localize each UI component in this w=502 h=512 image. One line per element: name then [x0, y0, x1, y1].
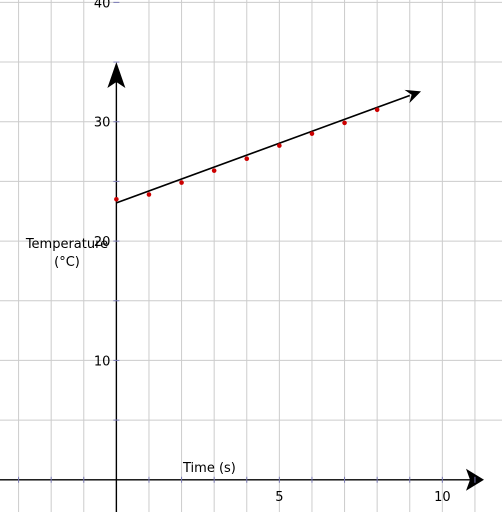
y-tick-label: 10 — [94, 354, 111, 369]
x-axis-label: Time (s) — [182, 461, 236, 476]
data-point — [374, 107, 380, 113]
data-point — [146, 192, 152, 197]
y-tick-label: 20 — [94, 235, 111, 250]
y-axis-arrowhead — [107, 62, 126, 88]
data-point — [244, 156, 250, 162]
data-point — [277, 143, 282, 148]
y-tick-label: 40 — [94, 0, 111, 11]
y-axis-label-line-1: Temperature — [25, 237, 108, 252]
y-axis-label-line-2: (°C) — [54, 255, 80, 270]
data-point — [309, 131, 315, 136]
tick-marks — [18, 1, 476, 483]
x-tick-label: 10 — [434, 490, 451, 505]
axes — [0, 62, 484, 512]
data-point — [211, 168, 217, 173]
x-tick-label: 5 — [275, 490, 283, 505]
data-point — [114, 197, 119, 202]
trend-line-group — [116, 89, 422, 204]
data-point — [179, 180, 184, 185]
trend-line-arrowhead — [404, 89, 422, 104]
labels: Time (s) Temperature (°C) 5 10 10 20 30 40 — [25, 0, 451, 505]
data-point — [342, 120, 347, 126]
data-points — [114, 107, 380, 202]
y-tick-label: 30 — [94, 116, 111, 131]
trend-line — [116, 94, 411, 204]
